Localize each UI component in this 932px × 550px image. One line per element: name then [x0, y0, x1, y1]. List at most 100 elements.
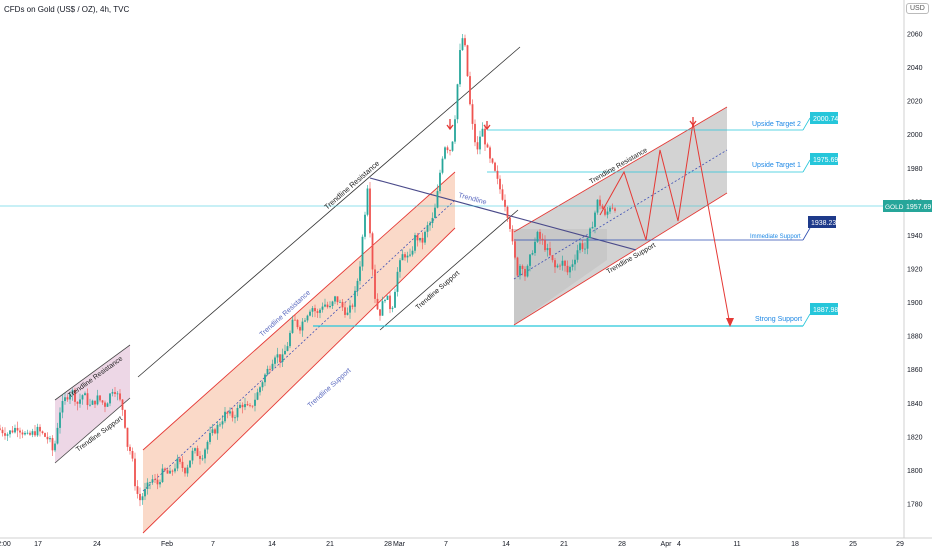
rising-channel-mid	[142, 199, 456, 492]
candle-body	[186, 467, 189, 474]
candle-body	[161, 468, 164, 483]
candle-body	[126, 427, 129, 447]
candle-body	[156, 479, 159, 485]
candle-body	[584, 248, 586, 250]
candle-body	[259, 387, 261, 393]
candle-body	[234, 417, 236, 419]
candle-body	[296, 319, 299, 328]
candle-body	[191, 450, 194, 461]
candle-body	[249, 405, 251, 407]
candle-body	[196, 448, 199, 456]
rising-channel-bottom	[142, 227, 456, 534]
time-tick-label: 14	[502, 541, 510, 548]
candle-body	[356, 280, 359, 291]
time-tick-label: 18	[791, 541, 799, 548]
candle-body	[106, 403, 109, 407]
long-trendline-support-ext	[379, 209, 519, 331]
candle-body	[309, 311, 311, 316]
candle-body	[554, 260, 556, 268]
candle-body	[324, 304, 326, 307]
candle-body	[459, 50, 461, 85]
candle-body	[119, 393, 121, 400]
candle-body	[454, 119, 456, 142]
candle-body	[4, 433, 6, 436]
candle-body	[329, 305, 331, 308]
candle-body	[371, 233, 374, 270]
candle-body	[304, 320, 306, 322]
candle-body	[596, 199, 599, 213]
candle-body	[484, 128, 486, 145]
rising-channel-fill	[143, 172, 455, 533]
candle-body	[496, 170, 499, 179]
candle-body	[446, 147, 449, 151]
candle-body	[526, 265, 529, 277]
candle-body	[239, 404, 241, 408]
candle-body	[436, 191, 439, 208]
candle-body	[151, 479, 154, 483]
candle-body	[396, 271, 399, 292]
time-tick-label: 21	[560, 541, 568, 548]
ann-long-support: Trendline Support	[415, 270, 461, 312]
candle-body	[499, 178, 501, 190]
label-strong-support: Strong Support	[755, 316, 802, 323]
candle-body	[34, 431, 36, 436]
candle-body	[301, 321, 304, 331]
candle-body	[204, 449, 206, 459]
candle-body	[556, 265, 559, 268]
currency-badge[interactable]: USD	[906, 3, 929, 14]
candle-body	[306, 315, 309, 321]
candle-body	[81, 395, 84, 400]
candle-body	[561, 260, 564, 266]
candle-body	[269, 368, 271, 370]
time-tick-label: 7	[211, 541, 215, 548]
candle-body	[24, 432, 26, 435]
candle-body	[374, 269, 376, 299]
candle-body	[389, 295, 391, 310]
candle-body	[224, 411, 226, 422]
candle-body	[466, 45, 469, 77]
candle-body	[194, 448, 196, 451]
candle-body	[601, 205, 604, 209]
candle-body	[451, 141, 454, 151]
candle-body	[89, 404, 91, 406]
label-upside-target-1: Upside Target 1	[752, 162, 801, 169]
candle-body	[469, 76, 471, 105]
candle-body	[46, 436, 49, 440]
candle-body	[149, 482, 151, 484]
price-tick-label: 1880	[907, 334, 923, 341]
candle-body	[346, 312, 349, 315]
candle-body	[64, 397, 66, 402]
candle-body	[586, 237, 589, 249]
candle-body	[386, 295, 389, 300]
candle-body	[611, 207, 614, 209]
candle-body	[591, 226, 594, 229]
current-price-tag: GOLD 1957.69	[883, 200, 932, 212]
candle-body	[424, 231, 426, 243]
candle-body	[531, 253, 534, 255]
callout-upside-target-1: 1975.69	[802, 153, 838, 173]
candle-body	[464, 38, 466, 46]
candle-body	[576, 250, 579, 260]
time-tick-label: 28	[618, 541, 626, 548]
candle-body	[159, 482, 161, 485]
candle-body	[251, 405, 254, 407]
candle-body	[369, 188, 371, 234]
candle-body	[279, 354, 281, 363]
candle-body	[539, 231, 541, 239]
callout-strong-support: 1887.98	[802, 303, 838, 327]
candle-body	[401, 254, 404, 261]
candle-body	[201, 458, 204, 460]
candle-body	[441, 158, 444, 173]
early-channel-top	[54, 344, 131, 401]
candle-body	[266, 368, 269, 375]
candle-body	[124, 409, 126, 428]
candle-body	[449, 150, 451, 151]
candle-body	[164, 468, 166, 471]
svg-text:GOLD: GOLD	[885, 204, 904, 211]
candle-body	[494, 162, 496, 171]
candle-body	[456, 84, 459, 120]
candle-body	[559, 265, 561, 267]
reversal-arrows	[446, 117, 697, 131]
candle-body	[486, 144, 489, 148]
